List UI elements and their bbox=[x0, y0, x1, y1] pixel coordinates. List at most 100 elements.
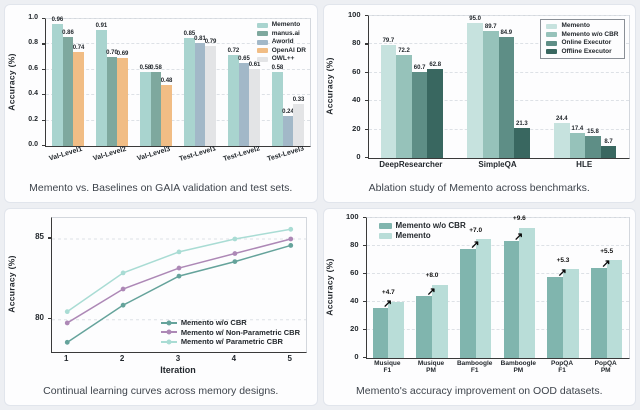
x-tick-label: Musique F1 bbox=[366, 360, 410, 375]
data-point-marker bbox=[176, 273, 182, 279]
x-tick-labels: DeepResearcher SimpleQA HLE bbox=[368, 160, 628, 169]
bar-group: ↗ +4.7 bbox=[367, 218, 411, 358]
annotation-arrow-icon: ↗ bbox=[470, 239, 480, 252]
legend-swatch-icon bbox=[256, 39, 268, 45]
legend-swatch-icon bbox=[378, 232, 392, 239]
y-tick-mark bbox=[42, 145, 45, 147]
y-tick-label: 20 bbox=[352, 123, 361, 133]
data-point-marker bbox=[64, 320, 70, 325]
bar-value-label: 8.7 bbox=[604, 138, 613, 145]
legend-swatch-icon bbox=[378, 222, 392, 229]
bar bbox=[388, 301, 405, 358]
bar-value-label: 0.72 bbox=[227, 47, 240, 54]
x-tick-label: Val-Level2 bbox=[88, 144, 132, 165]
legend-label: Aworld bbox=[271, 38, 294, 45]
gridline bbox=[46, 119, 310, 121]
bar: 0.96 bbox=[52, 17, 63, 146]
legend-dot bbox=[166, 320, 172, 326]
bar-value-label: 0.58 bbox=[139, 65, 152, 72]
x-tick-label: Test-Level1 bbox=[176, 144, 220, 165]
x-tick-line: Bamboogle bbox=[500, 359, 537, 367]
legend-label: OpenAI DR bbox=[271, 46, 306, 54]
x-tick-line: Val-Level3 bbox=[136, 145, 172, 163]
y-tick-mark bbox=[364, 71, 368, 73]
y-tick-label: 40 bbox=[352, 95, 361, 105]
bar-value-label: 79.7 bbox=[382, 37, 395, 44]
y-tick-label: 60 bbox=[350, 267, 359, 277]
data-point-marker bbox=[232, 250, 238, 256]
y-tick-mark bbox=[362, 328, 366, 330]
legend-item: Memento bbox=[378, 230, 466, 240]
y-tick-mark bbox=[362, 272, 366, 274]
y-tick-mark bbox=[364, 157, 368, 159]
legend-swatch-icon bbox=[546, 40, 558, 46]
plot-area: Memento w/o CBR Memento w/ Non-Parametric… bbox=[51, 216, 307, 353]
bar: 0.61 bbox=[249, 62, 260, 146]
legend-line-marker-icon bbox=[160, 329, 177, 336]
annotation-arrow-icon: ↗ bbox=[382, 298, 393, 311]
y-tick-label: 80 bbox=[352, 38, 361, 48]
ablation-bar-chart: 79.7 72.2 60.7 62.8 95.0 89.7 84.9 21.3 24.4 17.4… bbox=[324, 5, 636, 179]
bar-value-label: 0.91 bbox=[95, 23, 108, 30]
x-tick-label: 5 bbox=[287, 353, 292, 363]
x-tick-label: Val-Level1 bbox=[44, 144, 88, 165]
x-tick-line: Val-Level2 bbox=[92, 145, 128, 163]
bar: 0.24 bbox=[282, 109, 294, 146]
caption-gaia: Memento vs. Baselines on GAIA validation… bbox=[29, 181, 293, 194]
x-tick-line: PopQA bbox=[551, 359, 574, 367]
legend-label: OWL++ bbox=[271, 55, 295, 62]
y-tick-label: 60 bbox=[352, 66, 361, 76]
y-tick-mark bbox=[42, 68, 45, 70]
gridline bbox=[46, 43, 310, 45]
bar-group: ↗ +9.6 bbox=[498, 216, 542, 358]
x-tick-line: Test-Level3 bbox=[266, 145, 305, 164]
y-tick-label: 0.4 bbox=[28, 90, 38, 98]
legend-item: Offline Executor bbox=[546, 48, 618, 56]
x-tick-label: Musique PM bbox=[409, 360, 453, 375]
x-tick-line: F1 bbox=[383, 366, 392, 374]
legend-swatch-icon bbox=[256, 31, 268, 37]
legend-label: Memento w/o CBR bbox=[180, 318, 247, 327]
y-tick-label: 0 bbox=[356, 152, 361, 161]
caption-ablation: Ablation study of Memento across benchma… bbox=[368, 181, 590, 194]
bar-value-label: 0.58 bbox=[150, 65, 162, 72]
y-axis-title: Accuracy (%) bbox=[6, 254, 17, 313]
x-tick-label: PopQA F1 bbox=[540, 360, 584, 375]
x-tick-label: 4 bbox=[231, 353, 237, 363]
bar: 24.4 bbox=[553, 116, 570, 158]
data-point-marker bbox=[288, 226, 294, 232]
legend-label: Memento bbox=[395, 230, 431, 240]
legend-label: manus.ai bbox=[271, 29, 300, 37]
y-tick-mark bbox=[364, 100, 368, 102]
bar bbox=[459, 249, 476, 358]
y-tick-label: 0.0 bbox=[28, 141, 38, 148]
gridline bbox=[366, 328, 629, 330]
y-tick-label: 0.8 bbox=[28, 39, 38, 47]
x-tick-label: PopQA PM bbox=[584, 360, 628, 375]
x-tick-label: 1 bbox=[64, 353, 69, 363]
data-point-marker bbox=[176, 249, 182, 254]
ood-improvement-bar-chart: ↗ +4.7 ↗ +8.0 ↗ +7.0 ↗ +9.6 ↗ +5.3 ↗ +5.5 Memento w/… bbox=[324, 209, 636, 383]
bar bbox=[547, 276, 564, 358]
bar-groups: 0.96 0.86 0.74 0.91 0.70 0.69 0.58 0.58 0.48 0.85… bbox=[46, 17, 310, 146]
bar: 62.8 bbox=[427, 62, 444, 158]
y-tick-mark bbox=[42, 18, 45, 20]
gridline bbox=[46, 94, 310, 96]
x-tick-labels: Val-Level1 Val-Level2 Val-Level3 Test-Level… bbox=[45, 145, 309, 163]
annotation-arrow-icon: ↗ bbox=[513, 231, 524, 244]
bar-value-label: 89.7 bbox=[484, 23, 497, 30]
y-axis-title-wrap: Accuracy (%) bbox=[5, 217, 18, 351]
y-axis-title: Accuracy (%) bbox=[325, 57, 335, 115]
data-point-marker bbox=[288, 242, 294, 248]
bar: 8.7 bbox=[600, 139, 617, 158]
bar-group: 24.4 17.4 15.8 8.7 bbox=[542, 16, 629, 158]
legend-dot bbox=[166, 339, 172, 345]
bar-value-label: 24.4 bbox=[555, 116, 568, 123]
bar-value-label: 17.4 bbox=[571, 126, 584, 133]
gridline bbox=[366, 244, 629, 246]
bar-value-label: 0.85 bbox=[183, 31, 196, 38]
bar: 0.91 bbox=[96, 23, 107, 146]
legend-swatch-icon bbox=[546, 49, 558, 55]
y-tick-label: 100 bbox=[347, 10, 361, 19]
gridline bbox=[366, 300, 629, 302]
